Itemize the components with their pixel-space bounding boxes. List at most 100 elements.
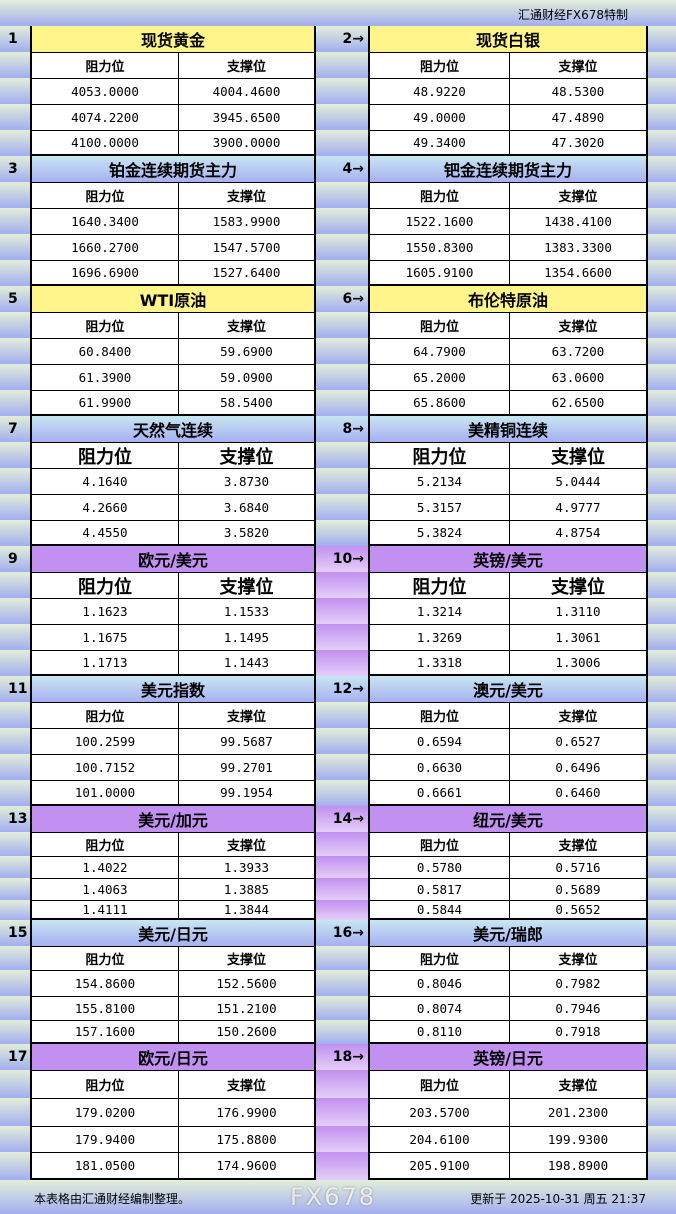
section-number: 10→ xyxy=(332,551,364,567)
support-value: 3945.6500 xyxy=(179,104,316,130)
resistance-value: 0.6630 xyxy=(368,754,510,780)
gap-cell xyxy=(316,856,368,878)
resistance-value: 1.4022 xyxy=(30,856,179,878)
resistance-header: 阻力位 xyxy=(30,702,179,728)
section-title: WTI原油 xyxy=(30,286,316,312)
resistance-value: 204.6100 xyxy=(368,1126,510,1152)
gap-cell xyxy=(316,1152,368,1180)
support-value: 0.6496 xyxy=(510,754,648,780)
section-title: 美元/加元 xyxy=(30,806,316,832)
resistance-value: 1605.9100 xyxy=(368,260,510,286)
resistance-header: 阻力位 xyxy=(30,442,179,468)
resistance-value: 61.9900 xyxy=(30,390,179,416)
support-value: 0.7982 xyxy=(510,970,648,996)
support-value: 48.5300 xyxy=(510,78,648,104)
resistance-value: 205.9100 xyxy=(368,1152,510,1180)
support-value: 0.5652 xyxy=(510,900,648,920)
resistance-value: 1696.6900 xyxy=(30,260,179,286)
support-value: 1.3933 xyxy=(179,856,316,878)
support-header: 支撑位 xyxy=(179,946,316,970)
support-value: 3.6840 xyxy=(179,494,316,520)
section-number: 13 xyxy=(8,811,28,827)
gap-cell xyxy=(316,1070,368,1098)
support-header: 支撑位 xyxy=(510,946,648,970)
footer: 本表格由汇通财经编制整理。 更新于 2025-10-31 周五 21:37 xyxy=(0,1180,676,1214)
resistance-value: 65.2000 xyxy=(368,364,510,390)
resistance-value: 61.3900 xyxy=(30,364,179,390)
gap-cell xyxy=(316,676,368,702)
gap-cell xyxy=(316,878,368,900)
resistance-value: 179.9400 xyxy=(30,1126,179,1152)
gap-cell xyxy=(316,1098,368,1126)
section-title: 英镑/美元 xyxy=(368,546,648,572)
resistance-value: 203.5700 xyxy=(368,1098,510,1126)
resistance-value: 179.0200 xyxy=(30,1098,179,1126)
resistance-value: 1.1623 xyxy=(30,598,179,624)
support-value: 0.5716 xyxy=(510,856,648,878)
resistance-value: 0.6661 xyxy=(368,780,510,806)
gap-cell xyxy=(316,806,368,832)
support-value: 3.8730 xyxy=(179,468,316,494)
update-time: 更新于 2025-10-31 周五 21:37 xyxy=(470,1192,646,1206)
resistance-header: 阻力位 xyxy=(368,52,510,78)
resistance-header: 阻力位 xyxy=(30,832,179,856)
resistance-value: 4.2660 xyxy=(30,494,179,520)
section-number: 6→ xyxy=(342,291,364,307)
resistance-value: 155.8100 xyxy=(30,996,179,1020)
support-header: 支撑位 xyxy=(179,572,316,598)
support-header: 支撑位 xyxy=(510,572,648,598)
resistance-value: 4.4550 xyxy=(30,520,179,546)
support-value: 0.7946 xyxy=(510,996,648,1020)
support-header: 支撑位 xyxy=(179,182,316,208)
section-title: 欧元/日元 xyxy=(30,1044,316,1070)
section-title: 布伦特原油 xyxy=(368,286,648,312)
support-value: 175.8800 xyxy=(179,1126,316,1152)
resistance-value: 100.2599 xyxy=(30,728,179,754)
resistance-header: 阻力位 xyxy=(30,182,179,208)
section-number: 12→ xyxy=(332,681,364,697)
support-value: 63.0600 xyxy=(510,364,648,390)
resistance-header: 阻力位 xyxy=(30,52,179,78)
section-title: 美元/瑞郎 xyxy=(368,920,648,946)
resistance-value: 1.4063 xyxy=(30,878,179,900)
support-header: 支撑位 xyxy=(510,832,648,856)
section-title: 美元/日元 xyxy=(30,920,316,946)
support-value: 59.0900 xyxy=(179,364,316,390)
section-title: 现货黄金 xyxy=(30,26,316,52)
resistance-header: 阻力位 xyxy=(368,312,510,338)
support-value: 0.6527 xyxy=(510,728,648,754)
resistance-value: 49.3400 xyxy=(368,130,510,156)
gap-cell xyxy=(316,920,368,946)
support-value: 152.5600 xyxy=(179,970,316,996)
resistance-value: 4074.2200 xyxy=(30,104,179,130)
support-header: 支撑位 xyxy=(510,312,648,338)
support-value: 47.3020 xyxy=(510,130,648,156)
gap-cell xyxy=(316,546,368,572)
resistance-header: 阻力位 xyxy=(30,946,179,970)
resistance-value: 1.3269 xyxy=(368,624,510,650)
resistance-value: 48.9220 xyxy=(368,78,510,104)
support-value: 174.9600 xyxy=(179,1152,316,1180)
gap-cell xyxy=(316,624,368,650)
support-value: 1.3110 xyxy=(510,598,648,624)
support-header: 支撑位 xyxy=(510,182,648,208)
support-value: 0.5689 xyxy=(510,878,648,900)
resistance-header: 阻力位 xyxy=(368,182,510,208)
resistance-value: 64.7900 xyxy=(368,338,510,364)
resistance-value: 0.5844 xyxy=(368,900,510,920)
resistance-value: 4.1640 xyxy=(30,468,179,494)
gap-cell xyxy=(316,598,368,624)
resistance-value: 1522.1600 xyxy=(368,208,510,234)
support-value: 1.3885 xyxy=(179,878,316,900)
resistance-header: 阻力位 xyxy=(30,312,179,338)
support-value: 3900.0000 xyxy=(179,130,316,156)
section-title: 英镑/日元 xyxy=(368,1044,648,1070)
support-value: 1.3006 xyxy=(510,650,648,676)
section-number: 1 xyxy=(8,31,18,47)
gap-cell xyxy=(316,832,368,856)
section-number: 2→ xyxy=(342,31,364,47)
support-value: 1.1443 xyxy=(179,650,316,676)
resistance-value: 60.8400 xyxy=(30,338,179,364)
support-value: 59.6900 xyxy=(179,338,316,364)
gap-cell xyxy=(316,900,368,920)
